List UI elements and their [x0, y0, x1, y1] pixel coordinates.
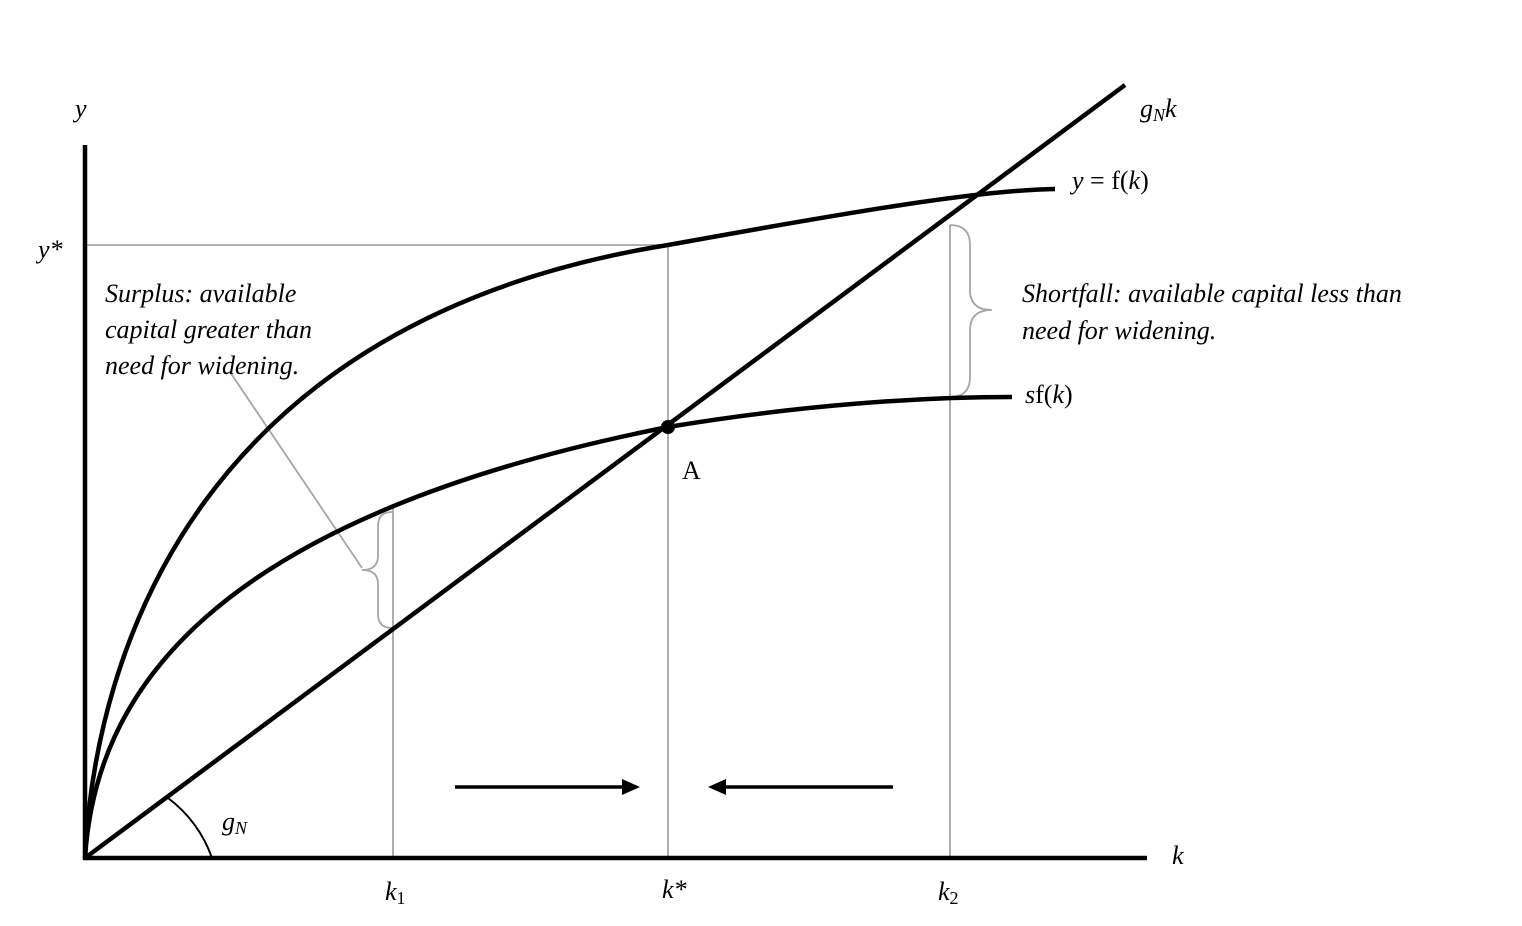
- shortfall-line: need for widening.: [1022, 316, 1216, 345]
- k1-label: k1: [385, 877, 406, 908]
- gnk-tail: k: [1165, 94, 1177, 123]
- surplus-brace: [361, 511, 393, 629]
- surplus-line: need for widening.: [105, 351, 299, 380]
- k1-sub: 1: [397, 888, 406, 908]
- f-part: k: [1129, 166, 1141, 195]
- sf-part: ): [1064, 380, 1073, 409]
- sf-curve: [82, 394, 1013, 859]
- surplus-line: Surplus: available: [105, 279, 296, 308]
- sf-part: f(: [1035, 380, 1052, 409]
- f-part: ): [1140, 166, 1149, 195]
- k2-sub: 2: [950, 888, 959, 908]
- angle-label: gN: [222, 807, 248, 838]
- k-star-label: k*: [662, 875, 687, 904]
- point-label: A: [682, 456, 701, 485]
- f-part: y: [1069, 166, 1084, 195]
- gnk-base: g: [1140, 94, 1153, 123]
- k2-label: k2: [938, 877, 959, 908]
- arrow-left-head: [708, 779, 726, 795]
- x-axis-label: k: [1172, 841, 1184, 870]
- surplus-line: capital greater than: [105, 315, 312, 344]
- k2-base: k: [938, 877, 950, 906]
- shortfall-brace: [949, 224, 993, 398]
- angle-sub: N: [234, 818, 248, 838]
- shortfall-line: Shortfall: available capital less than: [1022, 279, 1402, 308]
- arrow-right-head: [622, 779, 640, 795]
- f-part: = f(: [1084, 166, 1129, 195]
- f-label: y = f(k): [1069, 166, 1149, 195]
- point-a: [661, 420, 675, 434]
- k1-base: k: [385, 877, 397, 906]
- angle-base: g: [222, 807, 235, 836]
- gnk-line: [83, 83, 1127, 860]
- leader-line: [229, 371, 363, 569]
- angle-arc: [167, 797, 213, 859]
- sf-part: s: [1025, 380, 1035, 409]
- sf-label: sf(k): [1025, 380, 1073, 409]
- gnk-label: gNk: [1140, 94, 1177, 125]
- y-star-label: y*: [35, 235, 63, 264]
- f-curve: [82, 186, 1056, 859]
- gnk-sub: N: [1152, 105, 1166, 125]
- y-axis-label: y: [72, 94, 87, 123]
- sf-part: k: [1052, 380, 1064, 409]
